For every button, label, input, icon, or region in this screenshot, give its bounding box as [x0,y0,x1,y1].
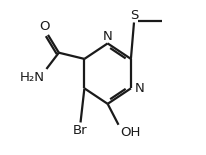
Text: O: O [40,20,50,33]
Text: N: N [135,82,145,95]
Text: OH: OH [120,126,140,139]
Text: S: S [130,9,138,22]
Text: Br: Br [73,124,88,137]
Text: N: N [103,30,112,43]
Text: H₂N: H₂N [20,71,45,84]
